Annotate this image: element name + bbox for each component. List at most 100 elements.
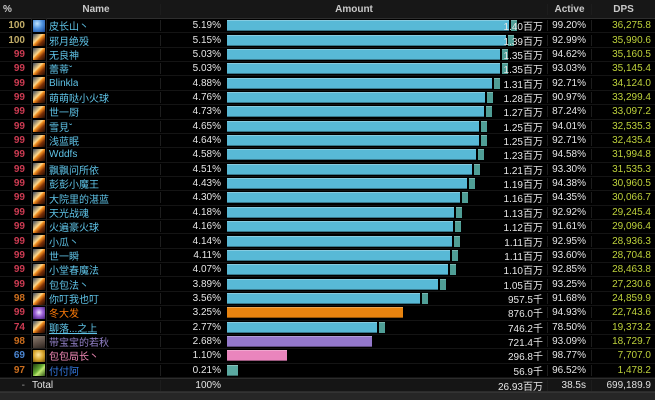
dps-value: 24,859.9 [591, 293, 655, 304]
damage-bar[interactable] [227, 192, 461, 204]
fireball-spell-icon [31, 61, 47, 77]
damage-bar[interactable] [227, 120, 480, 132]
table-row[interactable]: 99 飘飘问所依 4.51% 1.21百万 93.30% 31,535.3 [0, 161, 655, 177]
table-row[interactable]: 99 小堂春魔法 4.07% 1.10百万 92.85% 28,463.8 [0, 262, 655, 278]
table-row[interactable]: 99 Wddfs 4.58% 1.23百万 94.58% 31,994.8 [0, 147, 655, 163]
damage-bar[interactable] [227, 63, 500, 75]
fireball-spell-icon [31, 204, 47, 220]
damage-bar-cap [501, 63, 508, 75]
damage-bar[interactable] [227, 264, 448, 276]
damage-bar[interactable] [227, 221, 453, 233]
player-level: 99 [13, 249, 25, 261]
damage-bar[interactable] [227, 106, 484, 118]
player-name: 带宝宝的若秋 [49, 338, 109, 350]
damage-bar[interactable] [227, 77, 492, 89]
damage-bar[interactable] [227, 206, 454, 218]
damage-bar[interactable] [227, 135, 479, 147]
table-row[interactable]: 98 带宝宝的若秋 2.68% 721.4千 93.09% 18,729.7 [0, 334, 655, 350]
table-row[interactable]: 99 浅蓝眠 4.64% 1.25百万 92.71% 32,435.4 [0, 133, 655, 149]
damage-bar[interactable] [227, 48, 500, 60]
active-percent: 93.60% [547, 249, 591, 261]
damage-bar[interactable] [227, 149, 476, 161]
active-percent: 87.24% [547, 106, 591, 118]
player-name: 世一瞬 [49, 251, 79, 263]
damage-percent: 3.25% [192, 307, 221, 319]
player-level: 99 [13, 206, 25, 218]
table-row[interactable]: 99 彭彭小魔王 4.43% 1.19百万 94.38% 30,960.5 [0, 176, 655, 192]
dps-value: 35,160.5 [591, 48, 655, 60]
table-row[interactable]: 99 萌萌哒小火球 4.76% 1.28百万 90.97% 33,299.4 [0, 89, 655, 106]
damage-bar-cap [477, 149, 484, 161]
player-name: 雪見ˇ [49, 122, 73, 134]
table-row[interactable]: 99 火遍豪火球 4.16% 1.12百万 91.61% 29,096.4 [0, 219, 655, 235]
damage-amount: 1.12百万 [503, 223, 543, 235]
fireball-spell-icon [31, 133, 47, 149]
damage-bar[interactable] [227, 34, 507, 46]
player-level: 99 [13, 135, 25, 147]
damage-bar-track [227, 350, 547, 362]
table-row[interactable]: 99 冬大发 3.25% 876.0千 94.93% 22,743.6 [0, 305, 655, 321]
active-percent: 93.30% [547, 163, 591, 175]
damage-bar[interactable] [227, 249, 450, 261]
damage-bar[interactable] [227, 307, 404, 319]
damage-bar[interactable] [227, 364, 239, 376]
player-level: 97 [13, 364, 25, 376]
table-row[interactable]: 99 小瓜丶 4.14% 1.11百万 92.95% 28,936.3 [0, 233, 655, 249]
damage-bar[interactable] [227, 235, 452, 247]
active-percent: 94.01% [547, 120, 591, 132]
table-row[interactable]: 99 世一厨 4.73% 1.27百万 87.24% 33,097.2 [0, 104, 655, 120]
damage-bar[interactable] [227, 178, 468, 190]
damage-bar-track [227, 336, 547, 348]
damage-bar-cap [510, 20, 517, 32]
active-percent: 92.85% [547, 264, 591, 276]
damage-bar[interactable] [227, 91, 486, 103]
damage-percent: 5.03% [192, 63, 221, 75]
dps-value: 18,729.7 [591, 336, 655, 348]
table-row[interactable]: 99 蕾蒂ˇ 5.03% 1.35百万 93.03% 35,145.4 [0, 61, 655, 77]
table-row[interactable]: 99 大院里的湛蓝 4.30% 1.16百万 94.35% 30,066.7 [0, 190, 655, 206]
player-name: 浅蓝眠 [49, 137, 79, 149]
damage-bar-track [227, 77, 547, 89]
table-row[interactable]: 99 Blinkla 4.88% 1.31百万 92.71% 34,124.0 [0, 76, 655, 91]
header-active-column: Active [547, 3, 591, 15]
dps-value: 27,230.6 [591, 278, 655, 290]
total-active-time: 38.5s [547, 379, 591, 391]
dps-value: 29,245.4 [591, 206, 655, 218]
damage-percent: 2.68% [192, 336, 221, 348]
table-row[interactable]: 99 世一瞬 4.11% 1.11百万 93.60% 28,704.8 [0, 247, 655, 264]
damage-bar[interactable] [227, 350, 287, 362]
table-row[interactable]: 99 雪見ˇ 4.65% 1.25百万 94.01% 32,535.3 [0, 118, 655, 134]
player-level: 99 [13, 307, 25, 319]
dps-value: 1,478.2 [591, 364, 655, 376]
table-row[interactable]: 99 无良神 5.03% 1.35百万 94.62% 35,160.5 [0, 46, 655, 63]
damage-amount: 1.11百万 [504, 237, 543, 249]
damage-bar[interactable] [227, 293, 421, 304]
dps-value: 31,994.8 [591, 149, 655, 161]
damage-bar-cap [452, 249, 458, 261]
damage-percent: 4.88% [192, 77, 221, 89]
table-row[interactable]: 100 邪月绝殁 5.15% 1.39百万 92.99% 35,990.6 [0, 32, 655, 48]
active-percent: 92.71% [547, 77, 591, 89]
damage-bar[interactable] [227, 163, 472, 175]
table-row[interactable]: 99 天光战魂 4.18% 1.13百万 92.92% 29,245.4 [0, 204, 655, 221]
damage-bar-track [227, 278, 547, 290]
dps-value: 29,096.4 [591, 221, 655, 233]
damage-bar-cap [469, 178, 476, 190]
damage-bar[interactable] [227, 20, 509, 32]
damage-bar[interactable] [227, 321, 378, 333]
damage-bar[interactable] [227, 278, 439, 290]
table-row[interactable]: 97 付付阿 0.21% 56.9千 96.52% 1,478.2 [0, 362, 655, 378]
active-percent: 94.62% [547, 48, 591, 60]
damage-bar-track [227, 34, 547, 46]
table-row[interactable]: 100 皮长山丶 5.19% 1.40百万 99.20% 36,275.8 [0, 18, 655, 34]
player-name: 大院里的湛蓝 [49, 194, 109, 206]
table-row[interactable]: 98 你叮我也叮 3.56% 957.5千 91.68% 24,859.9 [0, 291, 655, 307]
damage-bar-cap [487, 91, 494, 103]
table-row[interactable]: 69 包包局长丶 1.10% 296.8千 98.77% 7,707.0 [0, 348, 655, 364]
damage-amount: 1.25百万 [503, 122, 543, 134]
player-level: 98 [13, 336, 25, 348]
damage-bar[interactable] [227, 336, 373, 348]
table-row[interactable]: 74 聊落...之上 2.77% 746.2千 78.50% 19,373.2 [0, 319, 655, 335]
table-row[interactable]: 99 包包法丶 3.89% 1.05百万 93.25% 27,230.6 [0, 276, 655, 292]
